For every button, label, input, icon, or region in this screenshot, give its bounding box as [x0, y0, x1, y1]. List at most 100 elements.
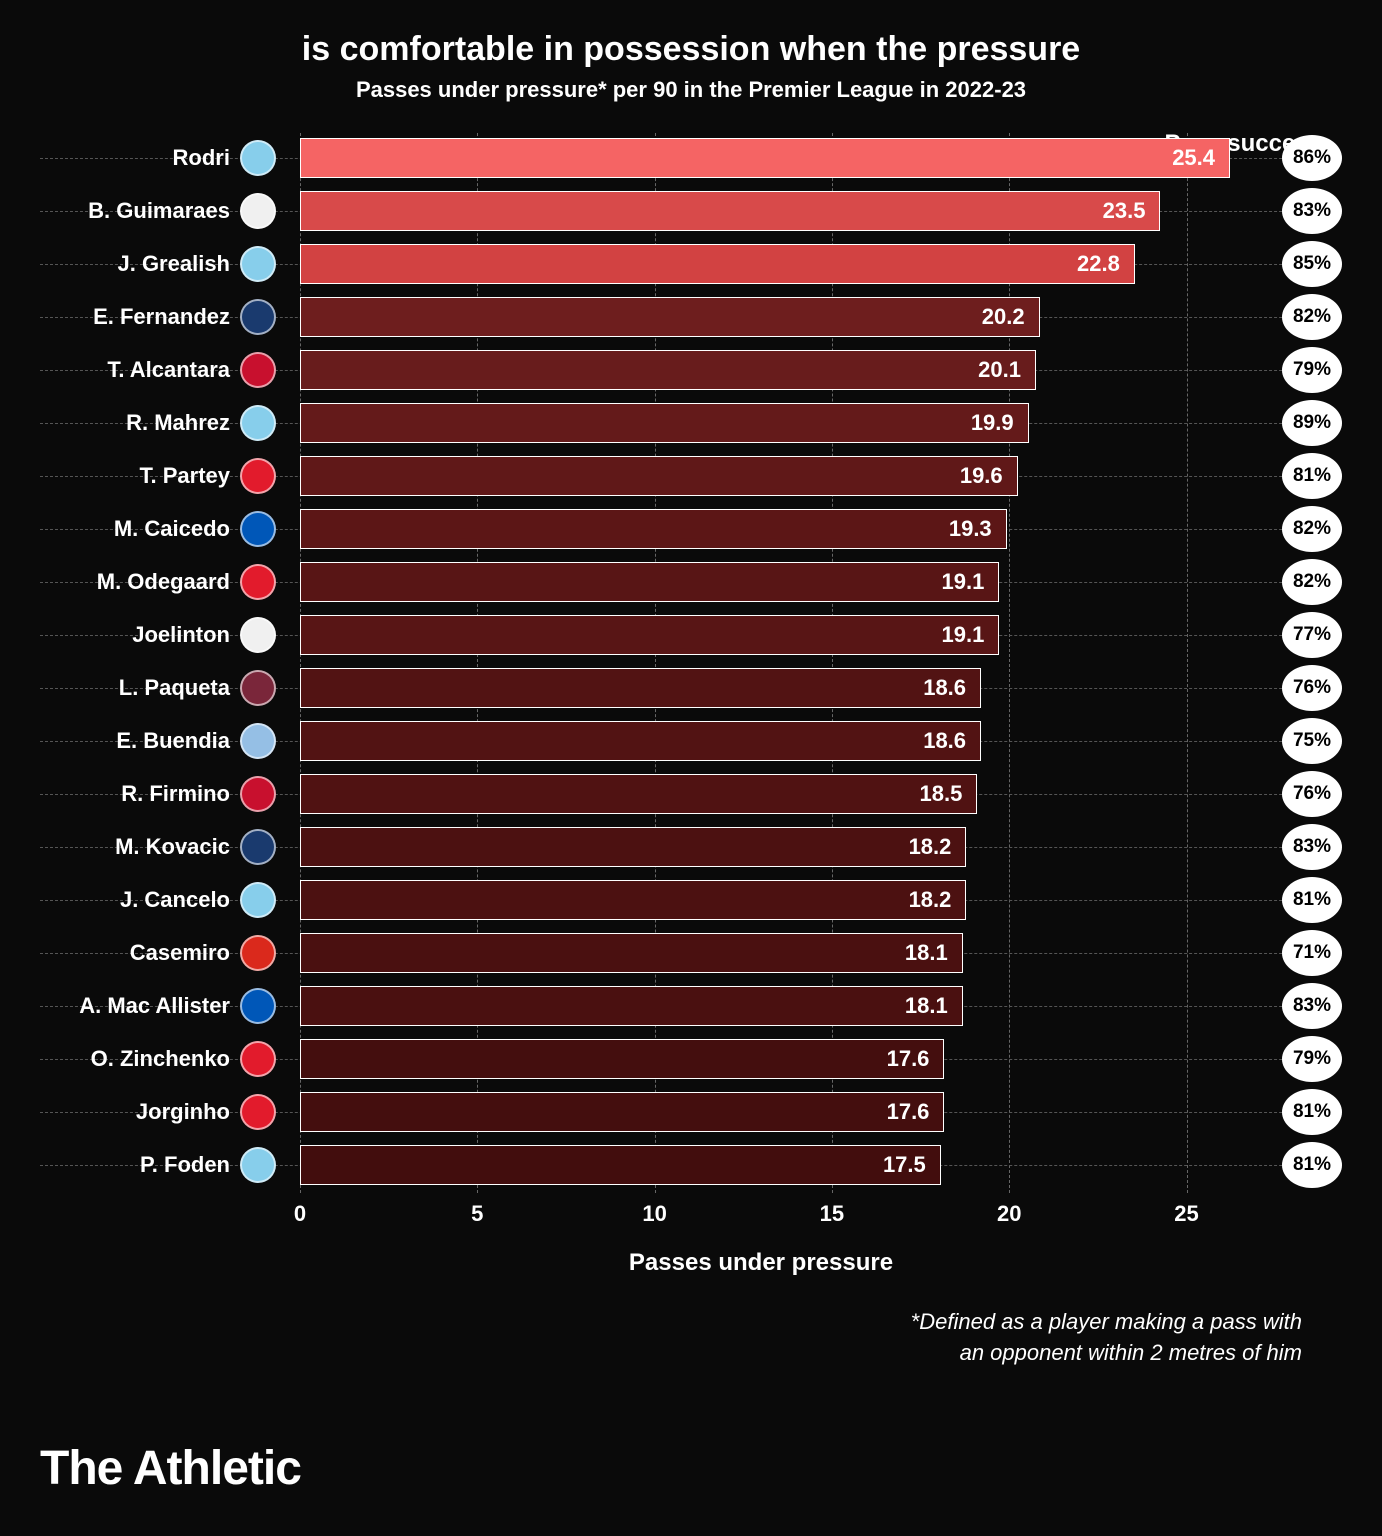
- bar-track: 23.5: [300, 191, 1252, 231]
- bar: 18.6: [300, 668, 981, 708]
- bar-value-label: 18.1: [905, 993, 948, 1019]
- player-name-label: Casemiro: [40, 940, 240, 966]
- bar-track: 17.6: [300, 1092, 1252, 1132]
- player-row: A. Mac Allister 18.1 83%: [40, 981, 1342, 1031]
- player-name-label: M. Odegaard: [40, 569, 240, 595]
- pass-success-bubble: 76%: [1282, 665, 1342, 711]
- bar-value-label: 19.1: [942, 622, 985, 648]
- player-name-label: E. Buendia: [40, 728, 240, 754]
- bar-track: 25.4: [300, 138, 1252, 178]
- club-badge-icon: [240, 670, 276, 706]
- club-badge-icon: [240, 299, 276, 335]
- player-name-label: J. Grealish: [40, 251, 240, 277]
- pass-success-bubble: 76%: [1282, 771, 1342, 817]
- bar-value-label: 18.5: [920, 781, 963, 807]
- bar: 18.6: [300, 721, 981, 761]
- bar-value-label: 19.1: [942, 569, 985, 595]
- player-name-label: O. Zinchenko: [40, 1046, 240, 1072]
- bar-value-label: 20.2: [982, 304, 1025, 330]
- player-row: O. Zinchenko17.679%: [40, 1034, 1342, 1084]
- bar-track: 22.8: [300, 244, 1252, 284]
- player-name-label: M. Caicedo: [40, 516, 240, 542]
- bar: 18.1: [300, 986, 963, 1026]
- x-tick-label: 0: [294, 1201, 306, 1227]
- footnote-line: an opponent within 2 metres of him: [40, 1338, 1302, 1369]
- player-name-label: Joelinton: [40, 622, 240, 648]
- player-row: Casemiro18.171%: [40, 928, 1342, 978]
- pass-success-bubble: 83%: [1282, 983, 1342, 1029]
- player-name-label: Rodri: [40, 145, 240, 171]
- player-row: P. Foden17.581%: [40, 1140, 1342, 1190]
- bar: 19.1: [300, 615, 999, 655]
- player-row: E. Buendia18.675%: [40, 716, 1342, 766]
- bar-track: 19.1: [300, 562, 1252, 602]
- bar: 19.1: [300, 562, 999, 602]
- player-name-label: L. Paqueta: [40, 675, 240, 701]
- chart-plot-area: Rodri25.486%B. Guimaraes23.583%J. Greali…: [300, 133, 1222, 1193]
- bar: 17.5: [300, 1145, 941, 1185]
- bar-track: 18.1: [300, 933, 1252, 973]
- player-row: T. Partey19.681%: [40, 451, 1342, 501]
- player-row: J. Grealish22.885%: [40, 239, 1342, 289]
- bar: 17.6: [300, 1039, 944, 1079]
- club-badge-icon: [240, 1147, 276, 1183]
- club-badge-icon: [240, 458, 276, 494]
- x-tick-label: 20: [997, 1201, 1021, 1227]
- bar-track: 17.6: [300, 1039, 1252, 1079]
- player-row: L. Paqueta 18.6 76%: [40, 663, 1342, 713]
- pass-success-bubble: 77%: [1282, 612, 1342, 658]
- bar-value-label: 18.2: [909, 834, 952, 860]
- player-row: Joelinton 19.1 77%: [40, 610, 1342, 660]
- bar: 17.6: [300, 1092, 944, 1132]
- footnote: *Defined as a player making a pass with …: [40, 1307, 1302, 1369]
- player-row: Jorginho17.681%: [40, 1087, 1342, 1137]
- player-name-label: T. Partey: [40, 463, 240, 489]
- chart-title: is comfortable in possession when the pr…: [40, 30, 1342, 69]
- player-row: M. Caicedo19.382%: [40, 504, 1342, 554]
- player-row: R. Mahrez19.989%: [40, 398, 1342, 448]
- bar: 18.1: [300, 933, 963, 973]
- bar-value-label: 17.5: [883, 1152, 926, 1178]
- bar-value-label: 17.6: [887, 1046, 930, 1072]
- player-row: Rodri25.486%: [40, 133, 1342, 183]
- player-row: T. Alcantara20.179%: [40, 345, 1342, 395]
- bar-value-label: 18.1: [905, 940, 948, 966]
- bar-value-label: 19.9: [971, 410, 1014, 436]
- bar-track: 19.9: [300, 403, 1252, 443]
- pass-success-bubble: 81%: [1282, 877, 1342, 923]
- player-row: M. Kovacic 18.2 83%: [40, 822, 1342, 872]
- club-badge-icon: [240, 564, 276, 600]
- player-name-label: J. Cancelo: [40, 887, 240, 913]
- bar: 19.6: [300, 456, 1018, 496]
- bar: 18.2: [300, 827, 966, 867]
- pass-success-bubble: 83%: [1282, 824, 1342, 870]
- x-axis-label: Passes under pressure: [300, 1249, 1222, 1277]
- bar: 20.2: [300, 297, 1040, 337]
- player-name-label: A. Mac Allister: [40, 993, 240, 1019]
- bar-track: 19.6: [300, 456, 1252, 496]
- bar-value-label: 17.6: [887, 1099, 930, 1125]
- bar: 20.1: [300, 350, 1036, 390]
- x-tick-label: 15: [820, 1201, 844, 1227]
- footnote-line: *Defined as a player making a pass with: [40, 1307, 1302, 1338]
- bar: 18.2: [300, 880, 966, 920]
- club-badge-icon: [240, 1041, 276, 1077]
- bar-track: 18.5: [300, 774, 1252, 814]
- player-row: B. Guimaraes23.583%: [40, 186, 1342, 236]
- player-name-label: R. Mahrez: [40, 410, 240, 436]
- x-tick-label: 5: [471, 1201, 483, 1227]
- club-badge-icon: [240, 405, 276, 441]
- bar-value-label: 23.5: [1103, 198, 1146, 224]
- player-row: R. Firmino18.576%: [40, 769, 1342, 819]
- bar-value-label: 20.1: [978, 357, 1021, 383]
- club-badge-icon: [240, 246, 276, 282]
- bar: 19.9: [300, 403, 1029, 443]
- bar-value-label: 18.6: [923, 675, 966, 701]
- player-name-label: M. Kovacic: [40, 834, 240, 860]
- x-tick-label: 10: [642, 1201, 666, 1227]
- club-badge-icon: [240, 829, 276, 865]
- pass-success-bubble: 82%: [1282, 559, 1342, 605]
- player-row: E. Fernandez20.282%: [40, 292, 1342, 342]
- bar-track: 19.1: [300, 615, 1252, 655]
- bar-track: 18.1: [300, 986, 1252, 1026]
